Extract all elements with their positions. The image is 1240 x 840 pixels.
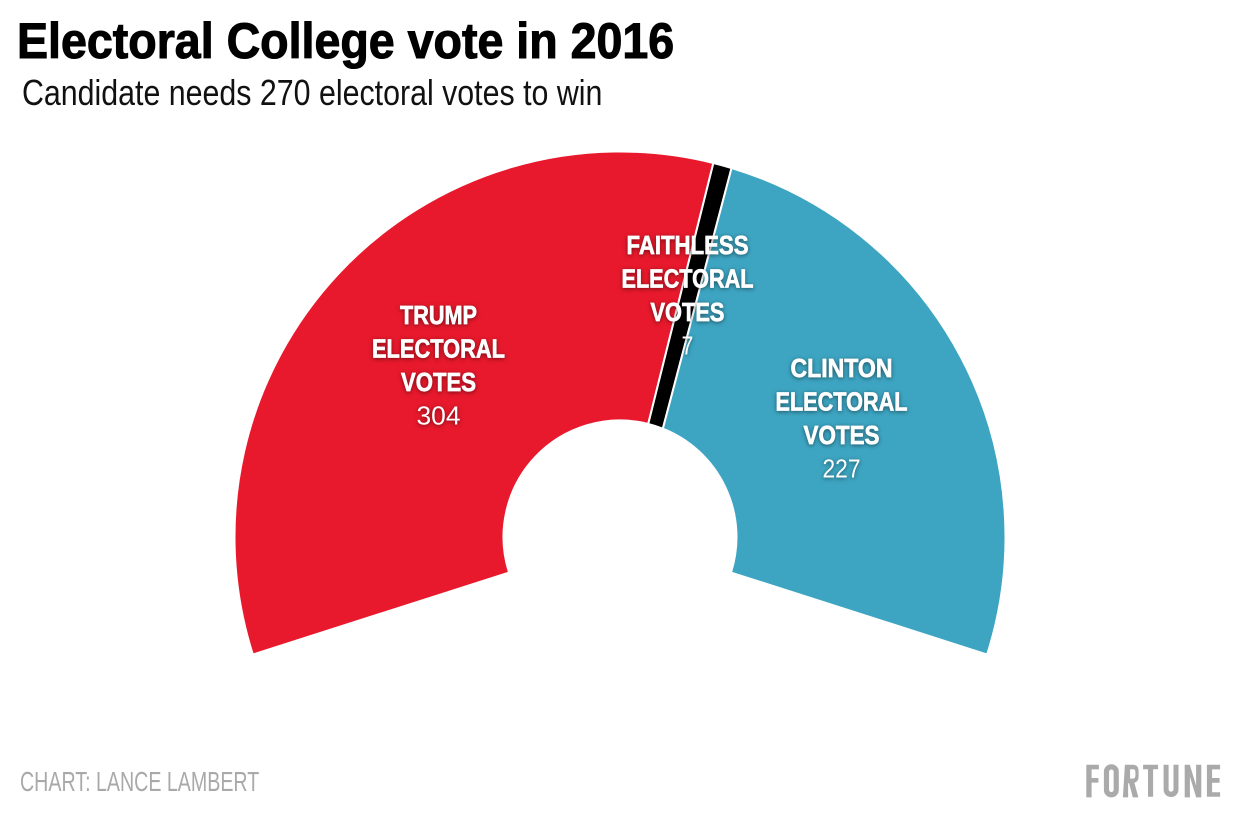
svg-text:FAITHLESS: FAITHLESS [627, 230, 749, 260]
svg-text:CLINTON: CLINTON [791, 353, 893, 383]
svg-text:ELECTORAL: ELECTORAL [372, 334, 505, 364]
svg-text:ELECTORAL: ELECTORAL [622, 264, 754, 294]
svg-text:304: 304 [417, 401, 461, 431]
svg-text:VOTES: VOTES [651, 297, 725, 327]
svg-text:7: 7 [682, 331, 694, 361]
svg-text:227: 227 [823, 454, 861, 484]
svg-text:TRUMP: TRUMP [400, 300, 477, 330]
svg-text:ELECTORAL: ELECTORAL [776, 387, 908, 417]
svg-text:VOTES: VOTES [804, 420, 880, 450]
svg-text:VOTES: VOTES [401, 367, 476, 397]
